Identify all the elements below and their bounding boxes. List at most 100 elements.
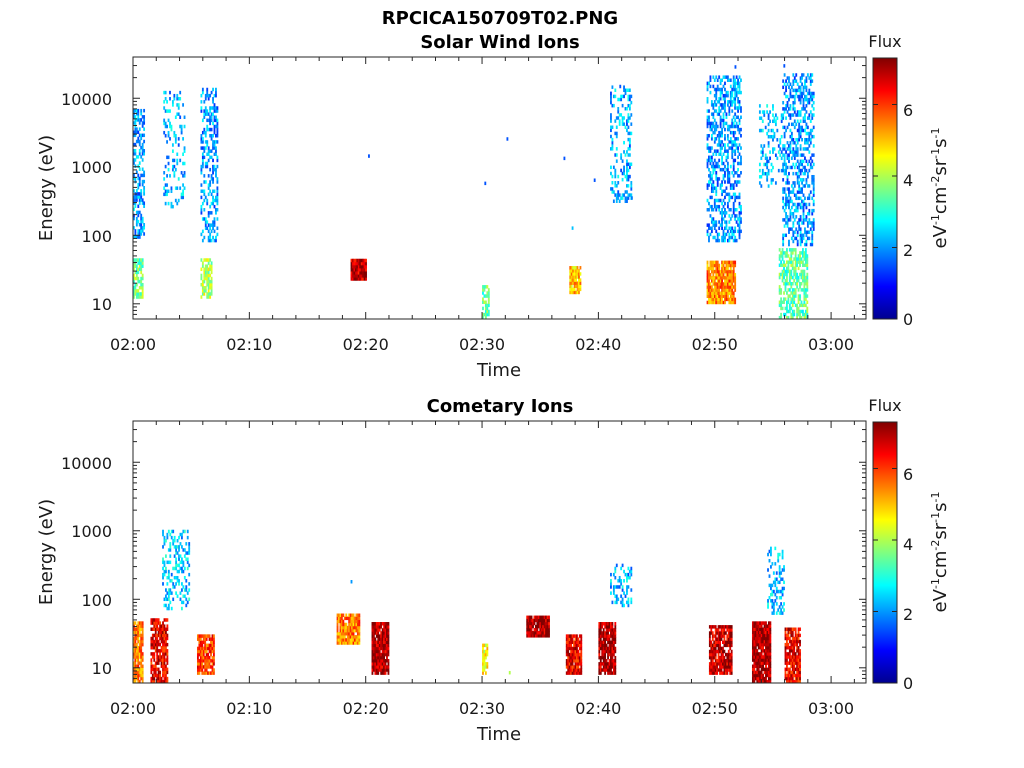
spectrogram-cell: [365, 268, 367, 272]
spectrogram-cell: [715, 174, 718, 178]
spectrogram-cell: [207, 146, 210, 150]
spectrogram-cell: [536, 627, 539, 632]
spectrogram-cell: [601, 643, 604, 648]
spectrogram-cell: [796, 153, 799, 157]
spectrogram-cell: [151, 627, 154, 631]
spectrogram-cell: [728, 109, 731, 113]
spectrogram-cell: [617, 579, 620, 583]
spectrogram-cell: [732, 291, 735, 295]
spectrogram-cell: [578, 278, 580, 282]
spectrogram-cell: [778, 291, 781, 295]
spectrogram-cell: [175, 563, 178, 568]
spectrogram-cell: [756, 621, 759, 625]
spectrogram-cell: [630, 588, 633, 592]
spectrogram-cell: [160, 679, 163, 684]
spectrogram-cell: [159, 627, 162, 631]
spectrogram-cell: [624, 107, 627, 111]
spectrogram-cell: [799, 76, 802, 80]
spectrogram-cell: [721, 167, 723, 172]
spectrogram-cell: [731, 130, 734, 135]
spectrogram-cell: [724, 665, 727, 669]
spectrogram-cell: [568, 668, 571, 672]
spectrogram-cell: [783, 147, 786, 151]
spectrogram-cell: [576, 646, 578, 651]
spectrogram-cell: [804, 257, 807, 261]
spectrogram-cell: [153, 670, 156, 675]
spectrogram-cell: [173, 554, 176, 558]
spectrogram-cell: [716, 112, 719, 116]
spectrogram-cell: [738, 174, 741, 178]
spectrogram-cell: [154, 661, 157, 665]
spectrogram-cell: [182, 594, 185, 598]
spectrogram-cell: [135, 292, 138, 296]
spectrogram-cell: [793, 248, 796, 252]
spectrogram-cell: [803, 251, 806, 255]
spectrogram-cell: [173, 545, 176, 549]
spectrogram-cell: [768, 574, 771, 578]
spectrogram-cell: [483, 665, 486, 669]
spectrogram-cell: [802, 104, 805, 108]
spectrogram-cell: [617, 585, 620, 589]
spectrogram-cell: [578, 652, 581, 657]
spectrogram-cell: [156, 639, 159, 644]
spectrogram-cell: [727, 631, 730, 635]
spectrogram-cell: [711, 665, 714, 669]
spectrogram-cell: [138, 630, 141, 635]
spectrogram-cell: [787, 670, 790, 675]
spectrogram-cell: [777, 589, 780, 594]
spectrogram-cell: [719, 143, 722, 147]
spectrogram-cell: [482, 662, 484, 666]
spectrogram-cell: [774, 562, 777, 566]
spectrogram-cell: [723, 631, 726, 635]
spectrogram-cell: [802, 236, 805, 241]
spectrogram-cell: [726, 137, 729, 141]
spectrogram-cell: [713, 640, 716, 644]
spectrogram-cell: [734, 180, 737, 184]
spectrogram-cell: [722, 103, 725, 107]
spectrogram-cell: [375, 655, 378, 660]
spectrogram-cell: [720, 649, 723, 654]
spectrogram-cell: [778, 300, 781, 304]
spectrogram-cell: [212, 112, 214, 116]
spectrogram-cell: [732, 183, 735, 187]
spectrogram-cell: [381, 637, 384, 641]
spectrogram-cell: [353, 277, 356, 281]
spectrogram-cell: [598, 631, 601, 635]
spectrogram-cell: [722, 649, 724, 654]
spectrogram-cell: [734, 84, 737, 89]
spectrogram-cell: [757, 661, 760, 665]
spectrogram-cell: [767, 144, 770, 148]
spectrogram-cell: [759, 646, 762, 650]
spectrogram-cell: [713, 109, 716, 113]
spectrogram-cell: [135, 673, 138, 678]
spectrogram-cell: [726, 180, 729, 184]
spectrogram-cell: [765, 655, 767, 659]
spectrogram-cell: [201, 229, 204, 234]
spectrogram-cell: [626, 177, 628, 182]
spectrogram-cell: [201, 158, 204, 163]
spectrogram-cell: [758, 168, 761, 173]
spectrogram-cell: [610, 640, 612, 644]
spectrogram-cell: [201, 90, 204, 95]
spectrogram-cell: [717, 655, 720, 660]
spectrogram-cell: [133, 152, 135, 156]
spectrogram-cell: [372, 625, 375, 629]
spectrogram-cell: [731, 171, 734, 175]
spectrogram-cell: [623, 116, 625, 120]
spectrogram-cell: [571, 668, 574, 672]
spectrogram-cell: [788, 156, 790, 160]
spectrogram-cell: [793, 202, 796, 207]
spectrogram-cell: [578, 272, 580, 276]
spectrogram-cell: [141, 158, 144, 162]
spectrogram-cell: [381, 652, 384, 657]
spectrogram-cell: [773, 147, 776, 151]
spectrogram-cell: [805, 202, 808, 207]
spectrogram-cell: [720, 659, 723, 663]
spectrogram-cell: [573, 269, 576, 273]
spectrogram-cell: [774, 583, 777, 588]
spectrogram-cell: [612, 199, 615, 203]
spectrogram-cell: [573, 278, 576, 282]
spectrogram-cell: [798, 168, 801, 173]
spectrogram-cell: [356, 277, 359, 281]
spectrogram-cell: [206, 276, 209, 281]
